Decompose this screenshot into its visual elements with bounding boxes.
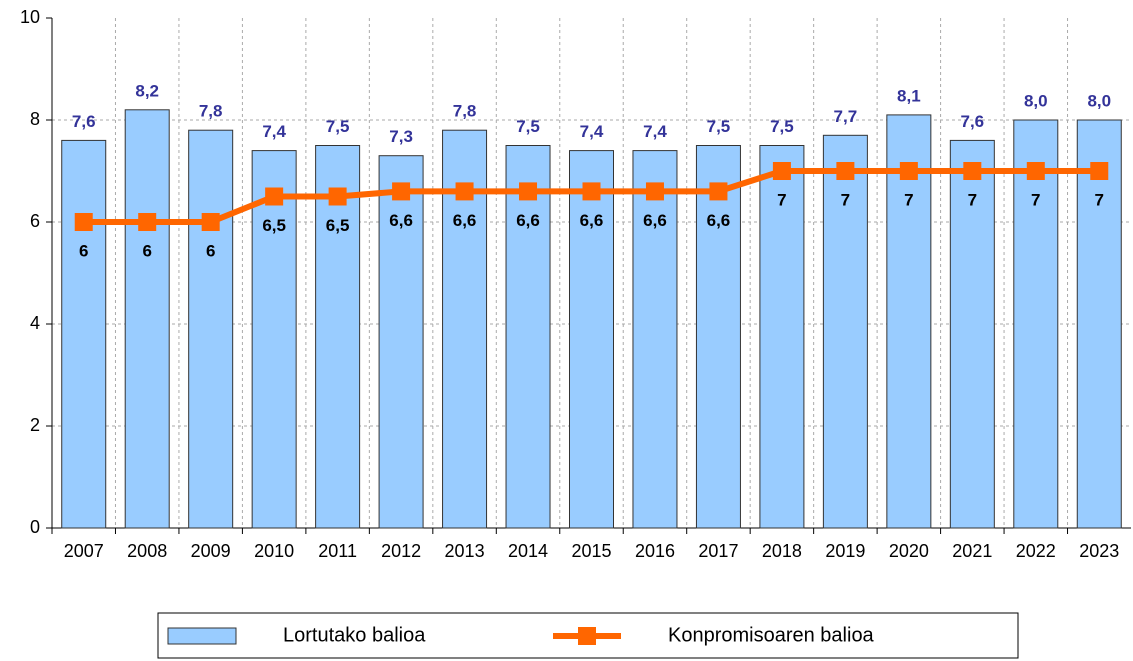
- x-tick-label: 2009: [191, 541, 231, 561]
- bar: [632, 150, 678, 529]
- x-tick-label: 2019: [825, 541, 865, 561]
- bar: [251, 150, 297, 529]
- bar: [759, 145, 805, 529]
- bar-value-label: 8,0: [1087, 91, 1111, 110]
- bar-value-label: 8,0: [1024, 91, 1048, 110]
- line-marker: [1026, 162, 1045, 180]
- line-value-label: 7: [1095, 190, 1104, 209]
- line-marker: [1090, 162, 1109, 180]
- bar-value-label: 7,6: [72, 112, 96, 131]
- bar: [505, 145, 551, 529]
- bar: [569, 150, 614, 529]
- line-value-label: 6,6: [643, 211, 667, 230]
- x-tick-label: 2021: [952, 541, 992, 561]
- line-marker: [709, 182, 728, 201]
- line-marker: [582, 182, 601, 201]
- line-value-label: 6: [142, 241, 151, 260]
- x-tick-label: 2012: [381, 541, 421, 561]
- bar: [315, 145, 361, 529]
- bar-value-label: 7,5: [770, 117, 794, 136]
- bar: [188, 129, 234, 529]
- line-value-label: 6,6: [389, 211, 413, 230]
- legend-label: Lortutako balioa: [283, 624, 426, 646]
- bar: [949, 139, 995, 529]
- line-value-label: 6: [206, 241, 215, 260]
- line-value-label: 6,5: [326, 216, 350, 235]
- line-marker: [519, 182, 538, 201]
- bar-value-label: 7,8: [453, 102, 477, 121]
- x-tick-label: 2010: [254, 541, 294, 561]
- bar-value-label: 7,4: [262, 122, 286, 141]
- line-marker: [74, 213, 93, 231]
- x-tick-label: 2017: [698, 541, 738, 561]
- y-tick-label: 10: [20, 7, 40, 27]
- x-tick-label: 2016: [635, 541, 675, 561]
- line-value-label: 7: [968, 190, 977, 209]
- bar: [124, 109, 170, 529]
- line-value-label: 7: [777, 190, 786, 209]
- legend-marker: [578, 627, 596, 645]
- y-tick-label: 6: [30, 211, 40, 231]
- line-value-label: 7: [841, 190, 850, 209]
- bar: [886, 114, 932, 529]
- line-marker: [963, 162, 982, 180]
- line-marker: [899, 162, 918, 180]
- line-value-label: 7: [1031, 190, 1040, 209]
- y-tick-label: 8: [30, 109, 40, 129]
- bar-value-label: 7,3: [389, 127, 413, 146]
- x-tick-label: 2022: [1016, 541, 1056, 561]
- y-tick-label: 4: [30, 313, 40, 333]
- line-value-label: 6,6: [453, 211, 477, 230]
- line-value-label: 6,6: [580, 211, 604, 230]
- line-marker: [392, 182, 411, 201]
- bar-value-label: 8,2: [135, 81, 159, 100]
- bar-value-label: 7,5: [707, 117, 731, 136]
- line-marker: [645, 182, 664, 201]
- x-tick-label: 2018: [762, 541, 802, 561]
- x-tick-label: 2013: [445, 541, 485, 561]
- bar: [1013, 119, 1059, 529]
- y-tick-label: 0: [30, 517, 40, 537]
- bar: [378, 155, 424, 529]
- line-marker: [836, 162, 855, 180]
- bar-value-label: 8,1: [897, 86, 921, 105]
- x-tick-label: 2020: [889, 541, 929, 561]
- line-value-label: 6: [79, 241, 88, 260]
- x-tick-label: 2011: [318, 541, 357, 561]
- bar-value-label: 7,4: [580, 122, 604, 141]
- line-value-label: 6,6: [516, 211, 540, 230]
- legend-swatch: [167, 627, 237, 645]
- line-marker: [772, 162, 791, 180]
- line-marker: [265, 187, 284, 206]
- x-tick-label: 2008: [127, 541, 167, 561]
- line-marker: [455, 182, 474, 201]
- line-value-label: 7: [904, 190, 913, 209]
- legend-label: Konpromisoaren balioa: [668, 624, 875, 646]
- bar: [695, 145, 741, 529]
- y-tick-label: 2: [30, 415, 40, 435]
- x-tick-label: 2015: [571, 541, 611, 561]
- bar-value-label: 7,5: [326, 117, 350, 136]
- line-value-label: 6,5: [262, 216, 286, 235]
- line-value-label: 6,6: [707, 211, 731, 230]
- bar-value-label: 7,4: [643, 122, 667, 141]
- bar: [61, 139, 107, 529]
- x-tick-label: 2014: [508, 541, 548, 561]
- line-marker: [201, 213, 220, 231]
- bar-value-label: 7,6: [961, 112, 985, 131]
- x-tick-label: 2007: [64, 541, 104, 561]
- line-marker: [138, 213, 157, 231]
- bar-value-label: 7,5: [516, 117, 540, 136]
- bar: [822, 134, 868, 529]
- bar-value-label: 7,8: [199, 102, 223, 121]
- x-tick-label: 2023: [1079, 541, 1119, 561]
- line-marker: [328, 187, 347, 206]
- bar: [1076, 119, 1122, 529]
- bar-value-label: 7,7: [834, 107, 858, 126]
